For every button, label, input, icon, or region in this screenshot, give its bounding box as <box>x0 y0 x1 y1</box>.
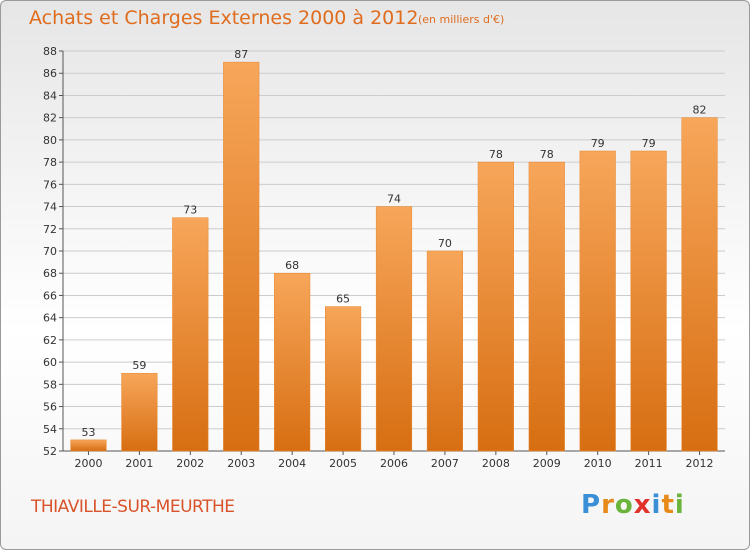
x-tick-label: 2001 <box>125 457 153 470</box>
data-label: 70 <box>438 237 452 250</box>
y-tick-label: 58 <box>43 378 57 391</box>
bar-2000 <box>70 439 107 452</box>
x-tick-label: 2007 <box>431 457 459 470</box>
data-label: 65 <box>336 293 350 306</box>
y-tick-label: 70 <box>43 245 57 258</box>
y-tick-label: 56 <box>43 401 57 414</box>
x-tick-label: 2012 <box>686 457 714 470</box>
y-tick-label: 54 <box>43 423 57 436</box>
bar-2011 <box>630 150 667 452</box>
data-label: 79 <box>591 137 605 150</box>
bar-2003 <box>223 61 260 452</box>
y-tick-label: 64 <box>43 312 57 325</box>
y-tick-label: 62 <box>43 334 57 347</box>
y-tick-label: 80 <box>43 134 57 147</box>
x-tick-label: 2006 <box>380 457 408 470</box>
data-label: 82 <box>693 104 707 117</box>
logo-letter: o <box>614 490 634 520</box>
y-tick-label: 78 <box>43 156 57 169</box>
x-tick-label: 2003 <box>227 457 255 470</box>
data-label: 74 <box>387 193 401 206</box>
y-tick-label: 68 <box>43 267 57 280</box>
bar-2010 <box>579 150 616 452</box>
y-tick-label: 76 <box>43 178 57 191</box>
logo-letter: x <box>633 490 652 520</box>
y-tick-label: 82 <box>43 112 57 125</box>
y-tick-label: 52 <box>43 445 57 458</box>
logo-letter: P <box>581 490 602 520</box>
logo-letter: i <box>674 490 685 520</box>
x-tick-label: 2008 <box>482 457 510 470</box>
y-tick-label: 74 <box>43 201 57 214</box>
y-tick-label: 66 <box>43 289 57 302</box>
bar-2008 <box>477 161 514 452</box>
x-tick-label: 2005 <box>329 457 357 470</box>
y-tick-label: 88 <box>43 45 57 58</box>
bar-2012 <box>681 117 718 452</box>
bar-2006 <box>375 206 413 452</box>
x-tick-label: 2011 <box>635 457 663 470</box>
bar-2004 <box>274 272 311 452</box>
bar-2007 <box>426 250 463 452</box>
logo-letter: t <box>661 490 675 520</box>
data-label: 78 <box>489 148 503 161</box>
x-tick-label: 2010 <box>584 457 612 470</box>
bar-2001 <box>121 372 158 452</box>
data-label: 53 <box>81 426 95 439</box>
logo-letter: i <box>651 490 662 520</box>
data-label: 68 <box>285 259 299 272</box>
bar-2005 <box>325 306 362 452</box>
bar-2009 <box>528 161 565 452</box>
y-tick-label: 84 <box>43 89 57 102</box>
data-label: 87 <box>234 48 248 61</box>
chart-unit: (en milliers d'€) <box>418 13 505 26</box>
x-tick-label: 2009 <box>533 457 561 470</box>
data-label: 73 <box>183 204 197 217</box>
data-label: 79 <box>642 137 656 150</box>
x-tick-label: 2002 <box>176 457 204 470</box>
data-label: 78 <box>540 148 554 161</box>
proxiti-logo: Proxiti <box>581 490 685 520</box>
y-tick-label: 60 <box>43 356 57 369</box>
commune-name: THIAVILLE-SUR-MEURTHE <box>31 497 235 517</box>
x-tick-label: 2004 <box>278 457 306 470</box>
y-tick-label: 72 <box>43 223 57 236</box>
y-tick-label: 86 <box>43 67 57 80</box>
logo-letter: r <box>601 490 615 520</box>
x-tick-label: 2000 <box>74 457 102 470</box>
data-label: 59 <box>132 359 146 372</box>
bar-2002 <box>172 217 209 452</box>
chart-title: Achats et Charges Externes 2000 à 2012 <box>29 7 419 29</box>
